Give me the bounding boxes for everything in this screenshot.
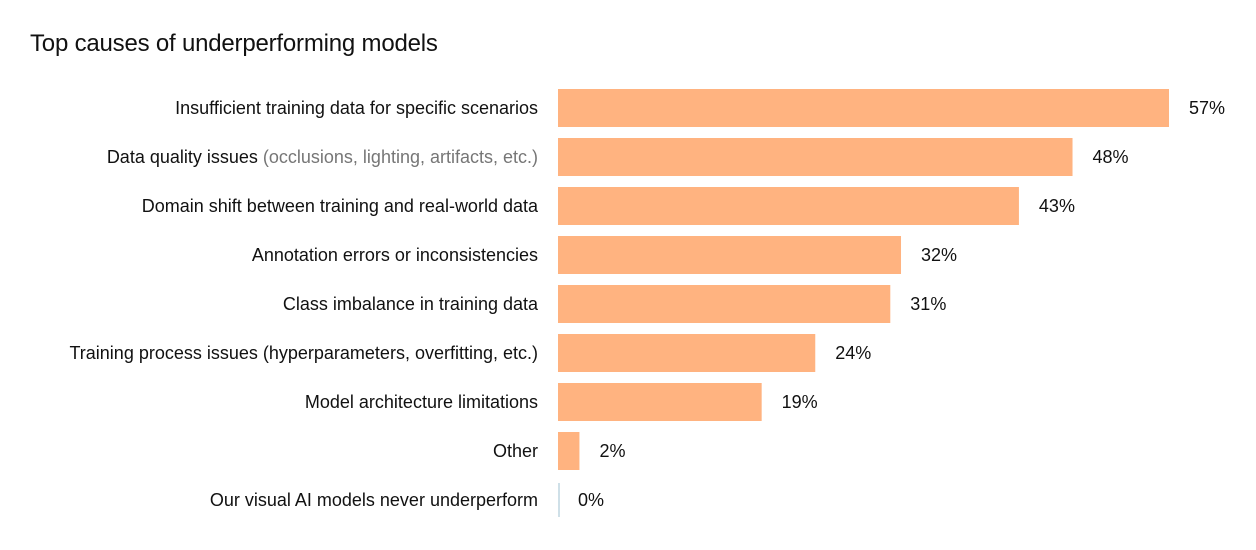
category-label-text: Model architecture limitations — [305, 392, 538, 412]
category-label-text: Our visual AI models never underperform — [210, 490, 538, 510]
value-label: 57% — [1189, 98, 1225, 118]
bar — [558, 138, 1073, 176]
bar — [558, 334, 816, 372]
category-label: Data quality issues (occlusions, lightin… — [107, 147, 538, 167]
category-label-text: Class imbalance in training data — [283, 294, 539, 314]
chart-title: Top causes of underperforming models — [30, 30, 438, 57]
value-label: 43% — [1039, 196, 1075, 216]
category-label: Insufficient training data for specific … — [175, 98, 538, 118]
value-label: 19% — [782, 392, 818, 412]
bar-row: Our visual AI models never underperform 0… — [210, 483, 604, 517]
category-label: Training process issues (hyperparameters… — [69, 343, 538, 363]
bars-layer: Insufficient training data for specific … — [69, 89, 1225, 517]
value-label: 24% — [835, 343, 871, 363]
category-label-text: Training process issues (hyperparameters… — [69, 343, 538, 363]
bar — [558, 187, 1019, 225]
value-label: 48% — [1093, 147, 1129, 167]
bar-row: Model architecture limitations 19% — [305, 383, 818, 421]
category-label: Other — [493, 441, 538, 461]
bar-row: Other 2% — [493, 432, 625, 470]
category-label: Model architecture limitations — [305, 392, 538, 412]
bar — [558, 285, 891, 323]
bar-row: Annotation errors or inconsistencies 32% — [252, 236, 957, 274]
value-label: 31% — [910, 294, 946, 314]
bar-row: Class imbalance in training data 31% — [283, 285, 946, 323]
category-label-text: Annotation errors or inconsistencies — [252, 245, 538, 265]
category-label-text: Domain shift between training and real-w… — [142, 196, 539, 216]
bar-row: Data quality issues (occlusions, lightin… — [107, 138, 1129, 176]
category-label: Domain shift between training and real-w… — [142, 196, 539, 216]
bar — [558, 383, 762, 421]
bar — [558, 432, 580, 470]
value-label: 0% — [578, 490, 604, 510]
value-label: 32% — [921, 245, 957, 265]
category-label-text: Data quality issues — [107, 147, 258, 167]
bar-row: Domain shift between training and real-w… — [142, 187, 1075, 225]
category-label: Class imbalance in training data — [283, 294, 539, 314]
bar — [558, 89, 1169, 127]
value-label: 2% — [599, 441, 625, 461]
category-label-note: (occlusions, lighting, artifacts, etc.) — [258, 147, 538, 167]
category-label-text: Insufficient training data for specific … — [175, 98, 538, 118]
category-label-text: Other — [493, 441, 538, 461]
bar-row: Training process issues (hyperparameters… — [69, 334, 871, 372]
bar — [558, 236, 902, 274]
bar-row: Insufficient training data for specific … — [175, 89, 1225, 127]
category-label: Our visual AI models never underperform — [210, 490, 538, 510]
category-label: Annotation errors or inconsistencies — [252, 245, 538, 265]
